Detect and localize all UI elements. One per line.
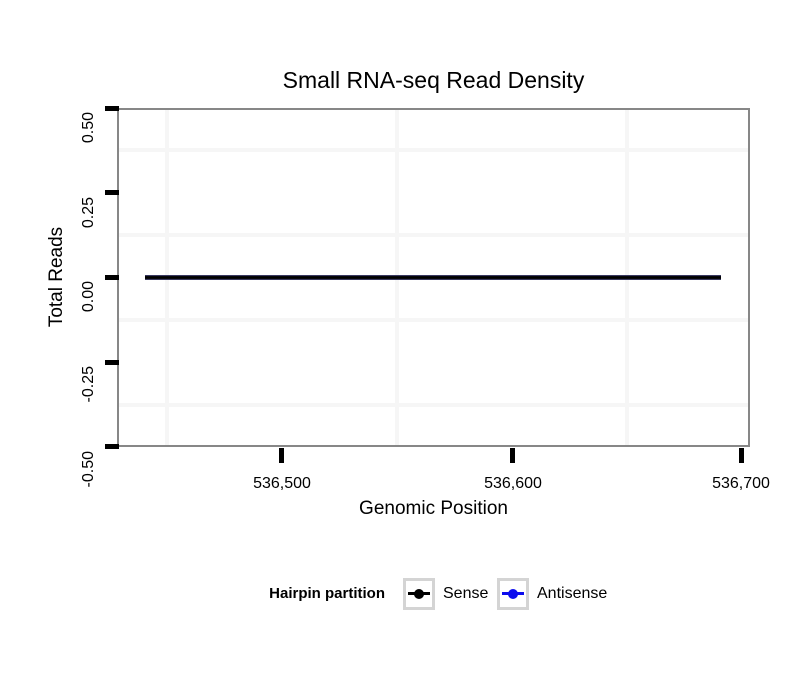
x-tick-label: 536,600: [484, 475, 542, 492]
y-tick: [105, 275, 119, 280]
minor-gridline-horizontal: [119, 148, 748, 152]
antisense-point-icon: [508, 589, 518, 599]
minor-gridline-horizontal: [119, 318, 748, 322]
legend-key-antisense: [497, 578, 529, 610]
legend-label-sense: Sense: [443, 585, 489, 602]
y-tick-label: 0.50: [80, 112, 97, 144]
y-tick-label: 0.25: [80, 197, 97, 229]
chart-title: Small RNA-seq Read Density: [282, 67, 585, 93]
x-tick: [739, 448, 744, 463]
y-tick-label: 0.00: [80, 281, 97, 313]
x-tick-label: 536,500: [253, 475, 311, 492]
read-density-line: [145, 275, 721, 280]
legend-title: Hairpin partition: [269, 585, 385, 602]
minor-gridline-horizontal: [119, 403, 748, 407]
plot-panel: [117, 108, 750, 447]
y-tick: [105, 106, 119, 111]
minor-gridline-horizontal: [119, 233, 748, 237]
y-tick-label: -0.50: [80, 451, 97, 488]
sense-point-icon: [414, 589, 424, 599]
y-tick: [105, 190, 119, 195]
legend-key-sense: [403, 578, 435, 610]
y-tick: [105, 360, 119, 365]
x-tick-label: 536,700: [712, 475, 770, 492]
y-axis-title: Total Reads: [46, 226, 67, 328]
x-axis-title: Genomic Position: [359, 498, 508, 519]
y-tick: [105, 444, 119, 449]
x-tick: [279, 448, 284, 463]
legend-label-antisense: Antisense: [537, 585, 608, 602]
y-tick-label: -0.25: [80, 366, 97, 403]
x-tick: [510, 448, 515, 463]
